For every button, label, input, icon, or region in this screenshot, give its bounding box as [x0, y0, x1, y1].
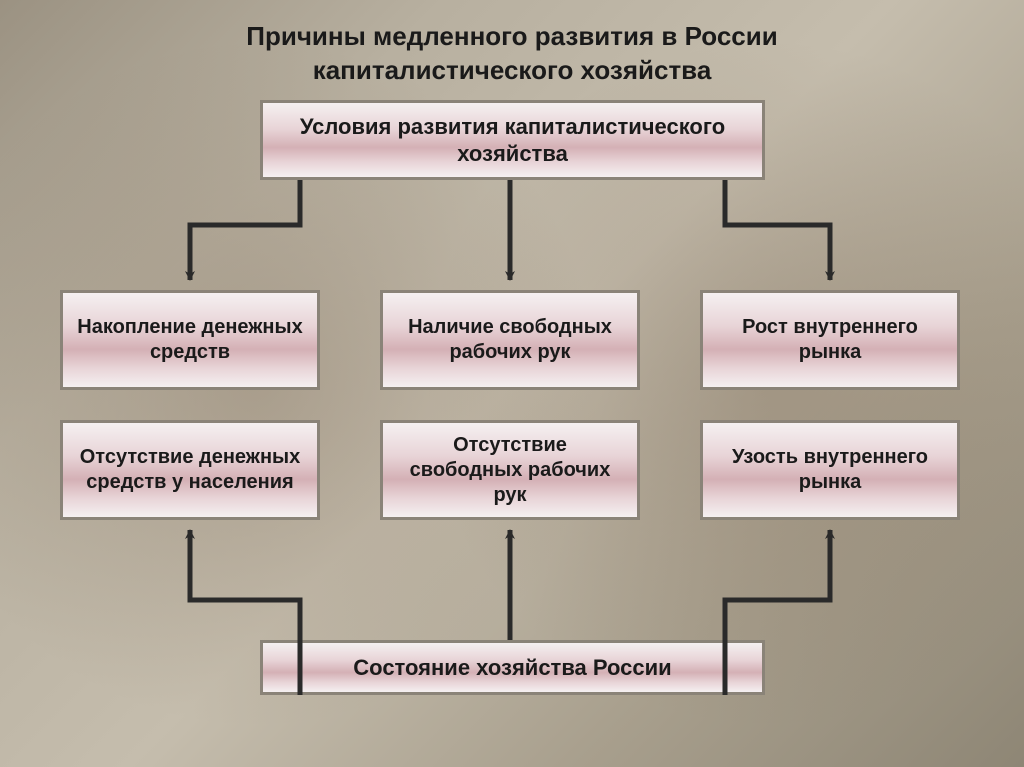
- node-label: Накопление денежных средств: [75, 315, 305, 365]
- node-lack-money: Отсутствие денежных средств у населения: [60, 420, 320, 520]
- page-title: Причины медленного развития в России кап…: [0, 20, 1024, 88]
- node-bottom-state: Состояние хозяйства России: [260, 640, 765, 695]
- node-label: Состояние хозяйства России: [353, 654, 671, 682]
- node-label: Условия развития капиталистического хозя…: [275, 113, 750, 168]
- node-accumulation: Накопление денежных средств: [60, 290, 320, 390]
- node-label: Отсутствие денежных средств у населения: [75, 445, 305, 495]
- node-narrow-market: Узость внутреннего рынка: [700, 420, 960, 520]
- node-label: Отсутствие свободных рабочих рук: [395, 433, 625, 508]
- node-top-conditions: Условия развития капиталистического хозя…: [260, 100, 765, 180]
- diagram-container: Причины медленного развития в России кап…: [0, 0, 1024, 767]
- node-market-growth: Рост внутреннего рынка: [700, 290, 960, 390]
- node-label: Рост внутреннего рынка: [715, 315, 945, 365]
- node-label: Наличие свободных рабочих рук: [395, 315, 625, 365]
- title-line-2: капиталистического хозяйства: [313, 55, 712, 85]
- title-line-1: Причины медленного развития в России: [246, 21, 777, 51]
- node-free-labor: Наличие свободных рабочих рук: [380, 290, 640, 390]
- node-label: Узость внутреннего рынка: [715, 445, 945, 495]
- node-lack-labor: Отсутствие свободных рабочих рук: [380, 420, 640, 520]
